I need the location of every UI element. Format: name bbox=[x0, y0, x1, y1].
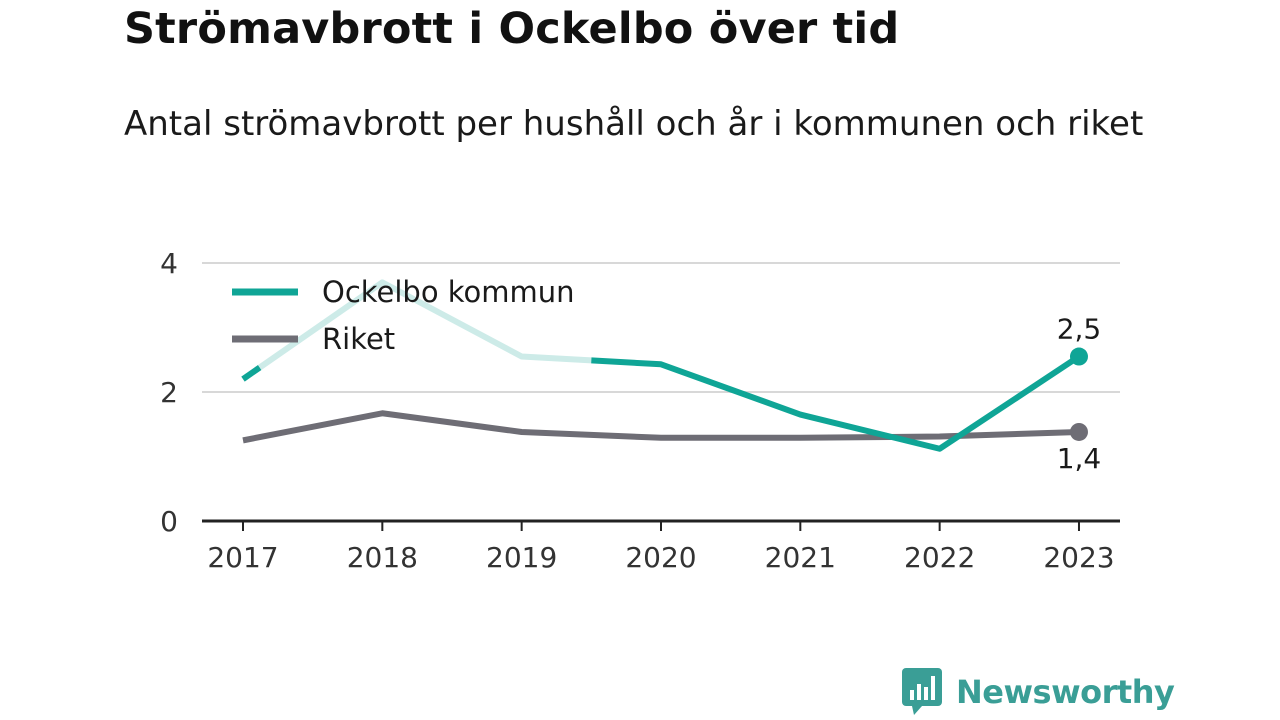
x-tick-label: 2018 bbox=[347, 541, 418, 574]
x-axis-ticks: 2017 2018 2019 2020 2021 2022 2023 bbox=[207, 521, 1115, 574]
ockelbo-end-marker bbox=[1069, 347, 1088, 366]
end-markers bbox=[1069, 347, 1088, 441]
legend-label-ockelbo: Ockelbo kommun bbox=[322, 275, 575, 309]
ockelbo-end-value-label: 2,5 bbox=[1057, 313, 1102, 346]
x-tick-label: 2023 bbox=[1043, 541, 1114, 574]
ockelbo-series-line-start bbox=[241, 365, 262, 382]
newsworthy-logo: Newsworthy bbox=[902, 668, 1175, 716]
y-axis-ticks: 0 2 4 bbox=[160, 247, 178, 538]
series-lines bbox=[241, 279, 1081, 452]
grid-lines bbox=[202, 262, 1120, 393]
riket-series-line bbox=[242, 410, 1080, 444]
x-tick-label: 2020 bbox=[625, 541, 696, 574]
x-tick-label: 2019 bbox=[486, 541, 557, 574]
y-tick-label: 2 bbox=[160, 376, 178, 409]
x-tick-label: 2022 bbox=[904, 541, 975, 574]
riket-end-marker bbox=[1069, 422, 1088, 441]
brand-name: Newsworthy bbox=[956, 673, 1175, 711]
legend: Ockelbo kommun Riket bbox=[232, 275, 575, 356]
ockelbo-series-line bbox=[591, 354, 1081, 452]
ockelbo-series-line-faded bbox=[258, 279, 592, 370]
x-tick-label: 2017 bbox=[207, 541, 278, 574]
x-tick-label: 2021 bbox=[765, 541, 836, 574]
legend-label-riket: Riket bbox=[322, 322, 395, 356]
y-tick-label: 0 bbox=[160, 505, 178, 538]
chart-subtitle: Antal strömavbrott per hushåll och år i … bbox=[124, 104, 1144, 144]
chart-title: Strömavbrott i Ockelbo över tid bbox=[124, 4, 900, 54]
newsworthy-logo-icon bbox=[902, 668, 942, 715]
riket-end-value-label: 1,4 bbox=[1057, 442, 1102, 475]
y-tick-label: 4 bbox=[160, 247, 178, 280]
